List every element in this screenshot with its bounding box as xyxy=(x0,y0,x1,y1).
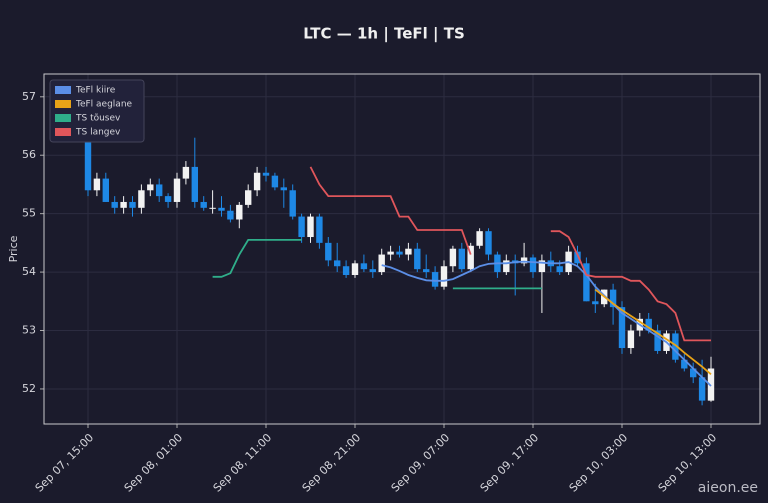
candle-body xyxy=(467,245,474,270)
candle-body xyxy=(698,377,706,401)
y-tick-label: 52 xyxy=(22,382,36,395)
candle-body xyxy=(325,242,332,261)
candle-body xyxy=(164,196,172,202)
candle-body xyxy=(111,201,118,208)
candle-body xyxy=(449,248,457,267)
candle-body xyxy=(351,263,359,276)
candle-body xyxy=(102,178,109,202)
candle-body xyxy=(681,359,688,369)
candle-body xyxy=(245,190,252,205)
indicator-line xyxy=(381,260,712,387)
candle-body xyxy=(645,318,652,331)
candle-body xyxy=(289,190,296,217)
candle-body xyxy=(592,301,599,305)
legend-swatch xyxy=(55,86,71,94)
candle-body xyxy=(485,231,492,255)
candle-body xyxy=(654,330,661,351)
candle-body xyxy=(414,248,421,270)
indicator-line xyxy=(212,239,542,290)
candle-body xyxy=(476,231,483,246)
candle-body xyxy=(618,307,626,349)
candle-body xyxy=(191,166,198,202)
candle-body xyxy=(378,254,385,273)
candle-body xyxy=(396,251,403,255)
candle-body xyxy=(209,207,216,209)
y-tick-label: 53 xyxy=(22,324,36,337)
candle-body xyxy=(627,330,635,349)
candle-body xyxy=(129,201,136,208)
indicator-line xyxy=(594,288,712,375)
candle-body xyxy=(120,201,127,208)
candle-body xyxy=(360,263,368,270)
candle-body xyxy=(431,272,439,287)
candle-body xyxy=(280,187,287,191)
y-axis-label: Price xyxy=(7,235,20,262)
candle-body xyxy=(182,166,190,179)
y-tick-label: 57 xyxy=(22,90,36,103)
legend-label: TeFl aeglane xyxy=(75,100,133,110)
y-tick-label: 54 xyxy=(22,265,36,278)
legend-swatch xyxy=(55,100,71,108)
candle-body xyxy=(583,263,590,302)
candle-body xyxy=(227,210,234,220)
candle-body xyxy=(218,207,225,211)
candle-body xyxy=(520,257,528,264)
candle-body xyxy=(440,266,448,287)
y-tick-label: 56 xyxy=(22,148,36,161)
candle-body xyxy=(138,190,145,208)
candle-body xyxy=(609,289,617,308)
candle-body xyxy=(271,175,279,188)
candle-body xyxy=(556,266,563,273)
candle-body xyxy=(423,269,430,273)
candle-body xyxy=(84,126,92,191)
legend-label: TeFl kiire xyxy=(75,86,116,96)
indicator-line xyxy=(309,166,711,342)
candle-body xyxy=(387,251,394,255)
plot-frame xyxy=(43,73,761,425)
candle-body xyxy=(200,201,207,208)
candle-body xyxy=(156,184,163,197)
chart-title: LTC — 1h | TeFl | TS xyxy=(303,25,465,44)
candle-body xyxy=(538,260,546,273)
legend-box xyxy=(49,79,145,143)
candle-body xyxy=(147,184,154,191)
candle-body xyxy=(458,248,465,270)
candle-body xyxy=(253,172,261,191)
candle-body xyxy=(173,178,181,202)
y-tick-label: 55 xyxy=(22,207,36,220)
legend-swatch xyxy=(55,114,71,122)
legend-label: TS langev xyxy=(75,128,121,138)
legend-label: TS tõusev xyxy=(75,114,121,124)
candle-body xyxy=(369,269,376,273)
candle-body xyxy=(298,216,305,238)
candle-body xyxy=(316,216,323,243)
candle-body xyxy=(503,260,510,273)
candle-body xyxy=(707,368,715,401)
candle-body xyxy=(342,266,350,276)
candle-body xyxy=(236,204,243,220)
candle-body xyxy=(262,172,270,176)
candle-body xyxy=(334,260,341,267)
candle-body xyxy=(529,257,537,273)
candle-body xyxy=(405,248,412,255)
candle-body xyxy=(672,333,679,360)
candle-body xyxy=(307,216,314,238)
candle-body xyxy=(574,251,581,264)
candle-body xyxy=(93,178,101,191)
legend-swatch xyxy=(55,128,71,136)
candle-body xyxy=(690,368,697,378)
watermark: aieon.ee xyxy=(698,480,758,496)
